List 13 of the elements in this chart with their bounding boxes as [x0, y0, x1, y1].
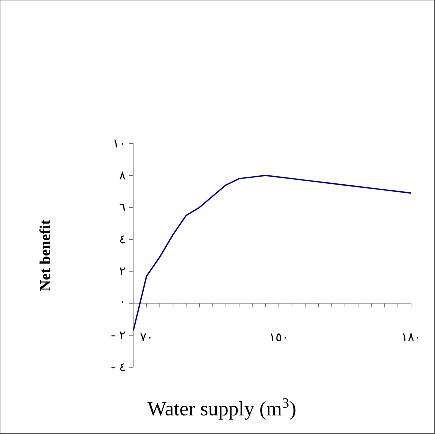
y-tick-label: - ٤ — [112, 364, 125, 372]
x-tick-label: ١٨٠ — [403, 334, 418, 342]
x-tick-label: ١٥٠ — [270, 334, 286, 342]
x-tick-label: ٧٠ — [140, 334, 151, 342]
y-tick-label: - ٢ — [112, 332, 126, 340]
y-axis-title: Net benefit — [40, 220, 50, 292]
y-tick-label: ١٠ — [114, 140, 124, 148]
y-tick-label: ٠ — [122, 302, 124, 304]
x-axis-title: Water supply (m$^{3}$) — [148, 398, 296, 420]
y-tick-label: ٨ — [120, 172, 126, 180]
y-tick-label: ٢ — [120, 268, 126, 276]
y-tick-label: ٦ — [120, 204, 126, 212]
y-tick-label: ٤ — [120, 236, 125, 244]
